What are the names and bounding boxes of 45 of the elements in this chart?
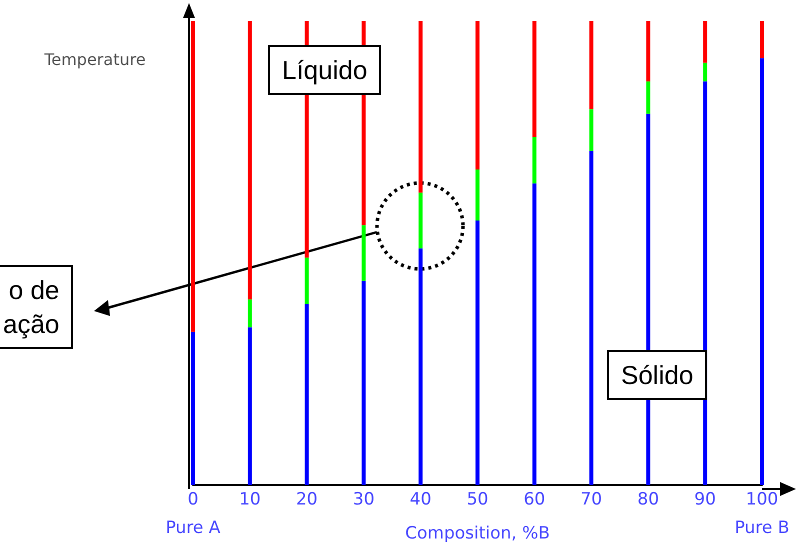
bar: [476, 220, 480, 485]
bar: [532, 137, 536, 184]
bar: [476, 21, 480, 170]
bar: [646, 81, 650, 114]
bar: [418, 248, 423, 485]
bar: [191, 332, 195, 485]
bar: [532, 21, 536, 137]
y-axis-title: Temperature: [44, 50, 146, 69]
bar: [248, 21, 252, 300]
bar: [646, 21, 650, 82]
text: Pure A: [166, 518, 220, 538]
x-tick-label: 40: [410, 490, 432, 510]
bar: [760, 58, 764, 485]
x-axis-title: Composition, %B: [405, 524, 550, 544]
x-tick-label: 50: [466, 490, 488, 510]
text: Pure B: [734, 518, 790, 538]
x-tick-label: 80: [637, 490, 660, 510]
bar: [703, 21, 708, 63]
bar: [703, 62, 708, 82]
x-tick-label: 70: [580, 490, 602, 510]
x-tick-label: 30: [352, 490, 375, 510]
bar: [304, 258, 309, 304]
bar: [362, 280, 366, 485]
x-tick-label: 60: [524, 490, 546, 510]
bar: [532, 183, 536, 485]
text: o de ação: [0, 265, 74, 349]
annotation: Sólido: [607, 350, 708, 400]
x-tick-label: 90: [694, 490, 716, 510]
bar: [248, 299, 252, 328]
bar: [760, 21, 764, 58]
x-tick-label: 100: [746, 490, 778, 510]
bar: [418, 21, 423, 193]
bar: [362, 225, 366, 281]
bar: [248, 327, 252, 485]
bar: [304, 304, 309, 485]
bar: [589, 21, 594, 110]
bar: [476, 169, 480, 221]
bar: [589, 150, 594, 485]
x-tick-label: 10: [239, 490, 261, 510]
bar: [418, 192, 423, 248]
annotation: Líquido: [268, 45, 382, 95]
bar: [589, 109, 594, 151]
bar: [191, 21, 195, 332]
x-tick-label: 0: [188, 490, 198, 510]
x-tick-label: 20: [296, 490, 318, 510]
